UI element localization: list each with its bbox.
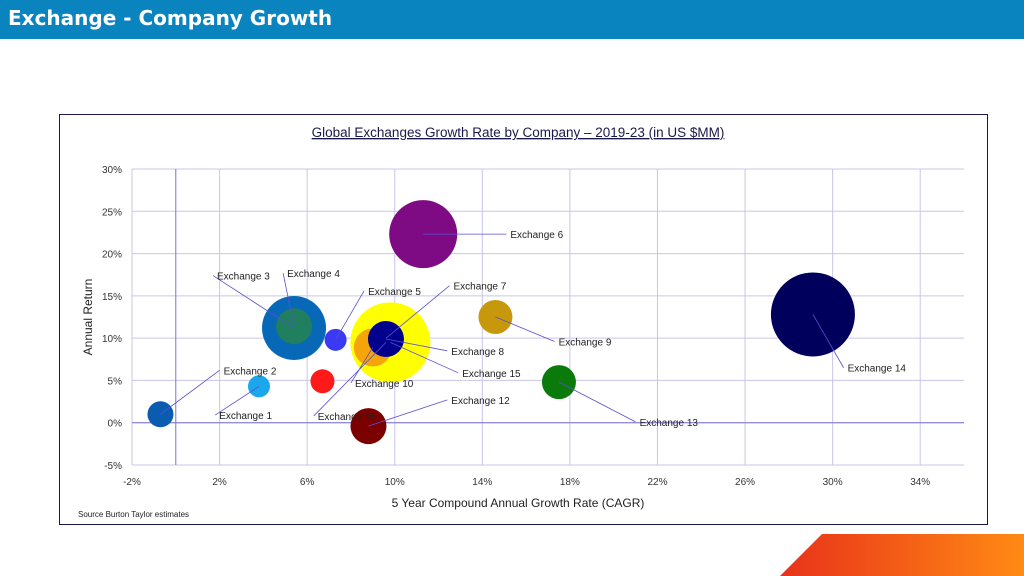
data-label: Exchange 5 <box>368 287 421 298</box>
data-label: Exchange 7 <box>453 282 506 293</box>
leader-line <box>282 272 295 327</box>
slide-title: Exchange - Company Growth <box>8 6 333 30</box>
chart-frame: Global Exchanges Growth Rate by Company … <box>59 114 988 525</box>
leader-line <box>313 342 387 417</box>
data-label: Exchange 12 <box>451 396 510 407</box>
x-tick-label: 18% <box>560 477 580 488</box>
x-tick-label: -2% <box>123 477 141 488</box>
leader-line <box>214 386 260 416</box>
y-tick-label: 0% <box>108 419 123 430</box>
data-label: Exchange 4 <box>287 269 340 280</box>
data-label: Exchange 1 <box>219 411 272 422</box>
x-axis-label: 5 Year Compound Annual Growth Rate (CAGR… <box>392 496 645 510</box>
leader-line <box>385 338 448 352</box>
x-tick-label: 26% <box>735 477 755 488</box>
bubble-chart: Global Exchanges Growth Rate by Company … <box>81 125 964 510</box>
leader-line <box>335 290 365 341</box>
y-tick-label: 10% <box>102 334 122 345</box>
y-tick-label: 30% <box>102 165 122 176</box>
data-label: Exchange 2 <box>224 366 277 377</box>
x-tick-label: 34% <box>910 477 930 488</box>
data-label: Exchange 15 <box>462 369 521 380</box>
data-label: Exchange 13 <box>640 418 699 429</box>
y-tick-label: 5% <box>108 376 123 387</box>
data-label: Exchange 3 <box>217 272 270 283</box>
corner-accent <box>780 534 1024 576</box>
leader-line <box>212 275 295 329</box>
data-label: Exchange 11 <box>318 412 376 423</box>
data-label: Exchange 10 <box>355 379 414 390</box>
y-tick-label: 20% <box>102 250 122 261</box>
x-tick-label: 6% <box>300 477 315 488</box>
leader-line <box>495 316 555 342</box>
leader-line <box>385 285 450 339</box>
x-tick-label: 2% <box>212 477 227 488</box>
y-axis-label: Annual Return <box>81 279 95 356</box>
leader-line <box>812 314 844 368</box>
data-label: Exchange 14 <box>848 364 907 375</box>
chart-title: Global Exchanges Growth Rate by Company … <box>312 125 725 140</box>
x-tick-label: 14% <box>472 477 492 488</box>
leader-line <box>368 399 448 427</box>
y-tick-label: -5% <box>104 461 122 472</box>
x-tick-label: 30% <box>823 477 843 488</box>
y-tick-label: 15% <box>102 292 122 303</box>
data-label: Exchange 8 <box>451 347 504 358</box>
bubble-exchange-11 <box>310 369 335 394</box>
leader-line <box>160 369 220 415</box>
title-bar: Exchange - Company Growth <box>0 0 1024 39</box>
leader-line <box>350 347 374 384</box>
data-label: Exchange 9 <box>559 338 612 349</box>
y-tick-label: 25% <box>102 207 122 218</box>
leader-line <box>558 381 636 423</box>
x-tick-label: 22% <box>647 477 667 488</box>
x-tick-label: 10% <box>385 477 405 488</box>
leader-line <box>390 342 459 374</box>
source-note: Source Burton Taylor estimates <box>78 510 190 519</box>
data-label: Exchange 6 <box>510 230 563 241</box>
